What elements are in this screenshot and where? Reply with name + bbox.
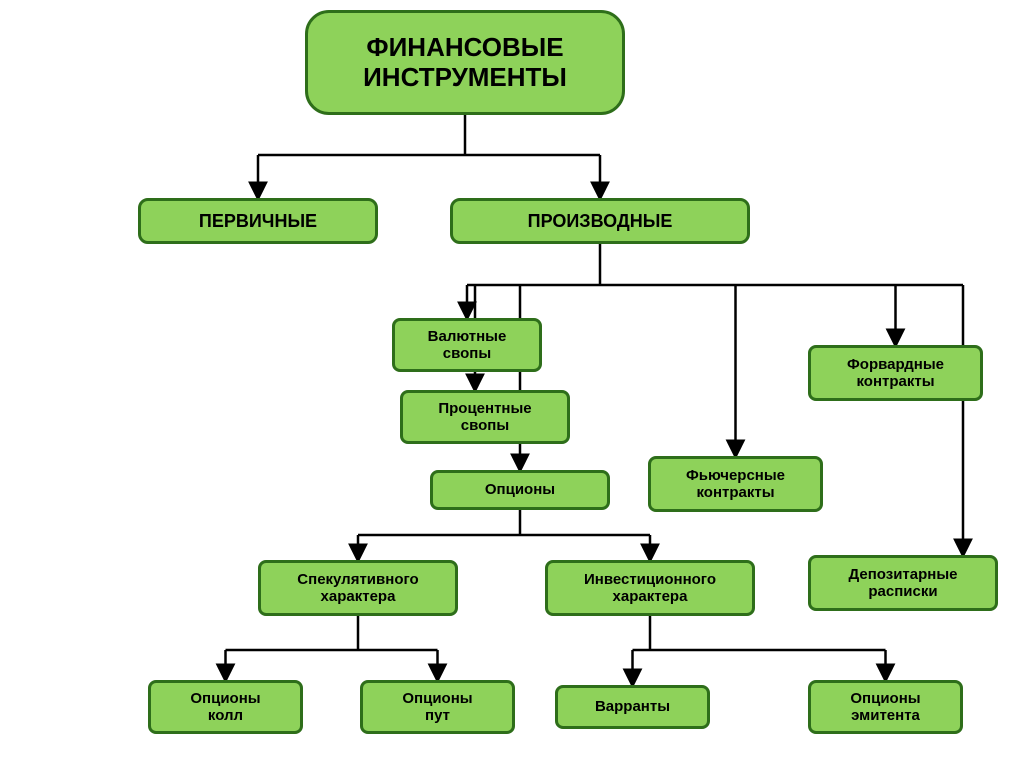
node-futures: Фьючерсныеконтракты <box>648 456 823 512</box>
node-irswap: Процентныесвопы <box>400 390 570 444</box>
node-options: Опционы <box>430 470 610 510</box>
diagram-canvas: { "type": "tree", "background_color": "#… <box>0 0 1024 767</box>
node-deriv: ПРОИЗВОДНЫЕ <box>450 198 750 244</box>
node-call: Опционыколл <box>148 680 303 734</box>
node-warrant: Варранты <box>555 685 710 729</box>
node-issuer: Опционыэмитента <box>808 680 963 734</box>
node-invest: Инвестиционногохарактера <box>545 560 755 616</box>
node-forward: Форвардныеконтракты <box>808 345 983 401</box>
node-primary: ПЕРВИЧНЫЕ <box>138 198 378 244</box>
node-root: ФИНАНСОВЫЕИНСТРУМЕНТЫ <box>305 10 625 115</box>
node-put: Опционыпут <box>360 680 515 734</box>
node-depo: Депозитарныерасписки <box>808 555 998 611</box>
node-fxswap: Валютныесвопы <box>392 318 542 372</box>
node-spec: Спекулятивногохарактера <box>258 560 458 616</box>
